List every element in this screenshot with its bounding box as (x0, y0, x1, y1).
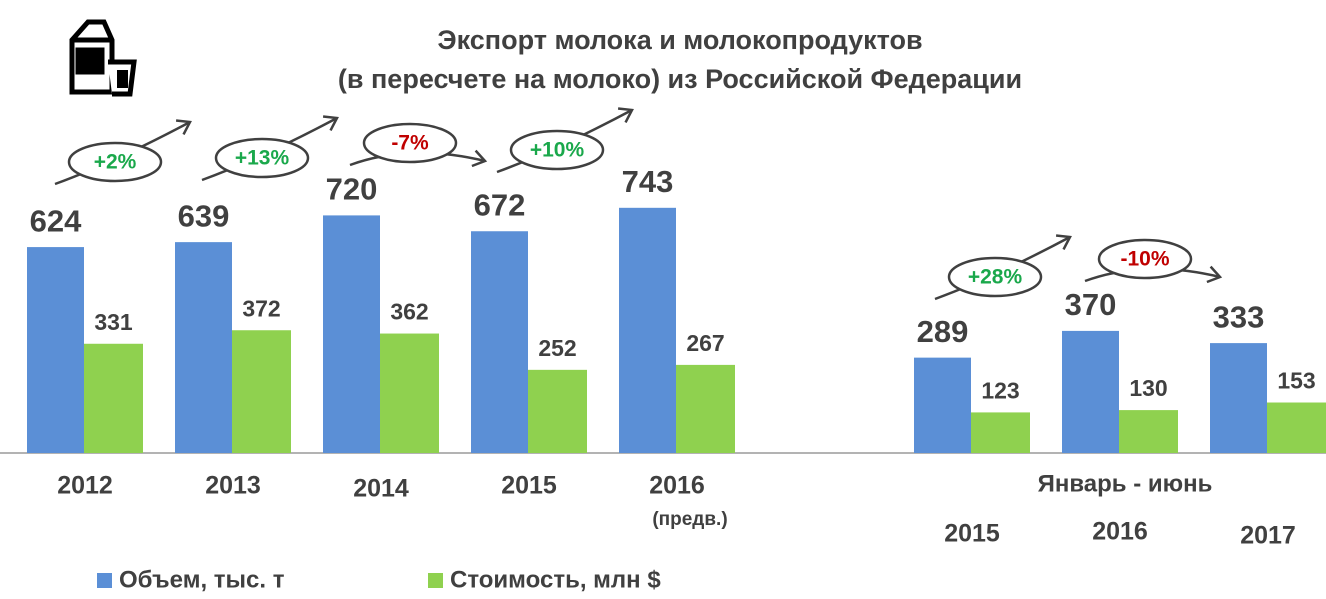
x-tick-label: 2015 (944, 520, 1000, 548)
x-tick-label: 2012 (57, 472, 113, 500)
bar (676, 364, 735, 453)
x-tick-label: 2015 (501, 472, 557, 500)
value-label: 252 (538, 335, 576, 361)
bar (84, 343, 143, 453)
bar (619, 207, 676, 453)
arrow-head (1206, 265, 1223, 284)
category-note: (предв.) (652, 509, 727, 530)
bar (27, 247, 84, 453)
chart-title: Экспорт молока и молокопродуктов (437, 25, 922, 55)
change-label: +2% (94, 151, 137, 174)
bar (471, 231, 528, 453)
bar (1119, 410, 1178, 453)
bar (528, 369, 587, 453)
value-label: 720 (326, 172, 378, 207)
bar (1210, 343, 1267, 453)
bar (914, 357, 971, 453)
period-label: Январь - июнь (1038, 470, 1213, 497)
value-label: 333 (1213, 299, 1265, 334)
change-label: +28% (968, 266, 1023, 289)
arrow-head (471, 149, 488, 168)
change-ellipse (1097, 238, 1193, 280)
milk-icon (69, 19, 137, 97)
bar (380, 333, 439, 453)
value-label: 267 (686, 330, 724, 356)
x-tick-label: 2014 (353, 475, 409, 503)
value-label: 624 (30, 203, 82, 238)
value-label: 362 (390, 299, 428, 325)
x-tick-label: 2013 (205, 472, 261, 500)
arrow-head (322, 115, 339, 131)
legend-swatch (428, 573, 443, 588)
change-label: -7% (391, 132, 429, 155)
chart-title: (в пересчете на молоко) из Российской Фе… (338, 64, 1022, 94)
bar (232, 330, 291, 453)
change-ellipse (509, 129, 605, 171)
value-label: 372 (242, 295, 280, 321)
legend-swatch (97, 573, 112, 588)
value-label: 289 (917, 314, 969, 349)
change-ellipse (67, 141, 163, 183)
x-tick-label: 2016 (649, 472, 705, 500)
bar (971, 412, 1030, 453)
legend-label: Стоимость, млн $ (450, 566, 661, 593)
value-label: 743 (622, 164, 674, 199)
change-label: +13% (235, 147, 290, 170)
value-label: 130 (1129, 375, 1167, 401)
value-label: 639 (178, 198, 230, 233)
arrow-head (1055, 234, 1072, 250)
change-ellipse (947, 256, 1043, 298)
value-label: 370 (1065, 287, 1117, 322)
change-ellipse (214, 137, 310, 179)
value-label: 672 (474, 187, 526, 222)
bar (323, 215, 380, 453)
value-label: 153 (1277, 368, 1315, 394)
arrow-head (617, 107, 634, 123)
bar (175, 242, 232, 453)
arrow-head (175, 119, 192, 135)
change-ellipse (362, 122, 458, 164)
value-label: 123 (981, 377, 1019, 403)
bar (1267, 402, 1326, 453)
bar (1062, 330, 1119, 453)
change-label: -10% (1120, 248, 1169, 271)
legend-label: Объем, тыс. т (119, 566, 285, 593)
value-label: 331 (94, 309, 133, 335)
change-label: +10% (530, 139, 585, 162)
x-tick-label: 2016 (1092, 518, 1148, 546)
x-tick-label: 2017 (1240, 522, 1296, 550)
